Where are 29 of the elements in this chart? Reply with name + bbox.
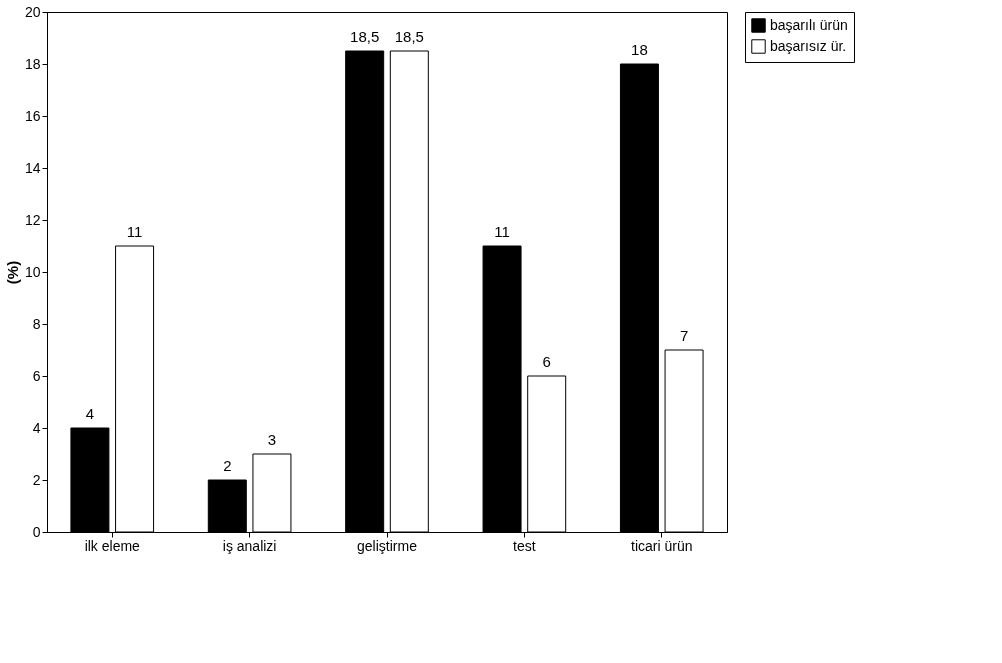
legend-label: başarılı ürün xyxy=(770,16,848,33)
y-tick-label: 16 xyxy=(24,107,41,124)
y-tick-label: 6 xyxy=(32,367,41,384)
data-label: 11 xyxy=(494,223,510,240)
y-tick-label: 20 xyxy=(24,3,41,20)
y-tick-label: 4 xyxy=(32,419,41,436)
data-label: 7 xyxy=(679,327,689,344)
y-tick-label: 10 xyxy=(24,263,41,280)
data-label: 2 xyxy=(223,457,232,474)
y-tick-label: 0 xyxy=(32,523,41,540)
data-label: 3 xyxy=(267,431,277,448)
legend-label: başarısız ür. xyxy=(770,37,847,54)
x-tick-label: iş analizi xyxy=(222,537,277,554)
y-tick-label: 12 xyxy=(24,211,41,228)
data-label: 6 xyxy=(542,353,551,370)
data-label: 18,5 xyxy=(394,28,424,45)
y-tick-label: 18 xyxy=(24,55,41,72)
data-label: 11 xyxy=(126,223,143,240)
y-tick-label: 8 xyxy=(32,315,41,332)
x-tick-label: geliştirme xyxy=(357,537,418,554)
y-tick-label: 2 xyxy=(32,471,41,488)
data-label: 4 xyxy=(85,405,95,422)
data-label: 18,5 xyxy=(350,28,380,45)
x-tick-label: ticari ürün xyxy=(631,537,693,554)
x-tick-label: ilk eleme xyxy=(84,537,141,554)
y-axis-title: (%) xyxy=(3,260,21,285)
data-label: 18 xyxy=(631,41,648,58)
x-tick-label: test xyxy=(513,537,536,554)
y-tick-label: 14 xyxy=(24,159,41,176)
